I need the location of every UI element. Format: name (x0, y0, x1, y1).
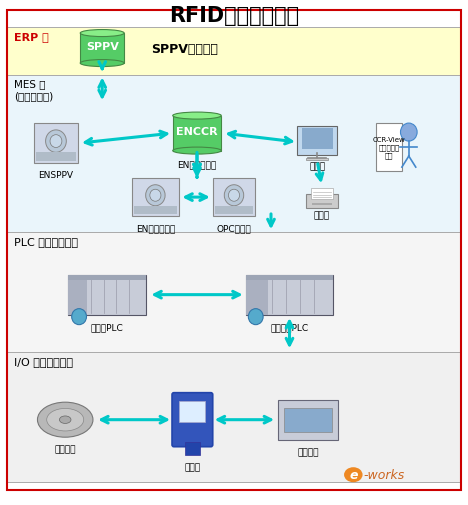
Circle shape (50, 135, 62, 148)
Bar (246, 275, 333, 315)
Ellipse shape (80, 61, 124, 68)
Circle shape (249, 309, 263, 325)
Ellipse shape (59, 416, 71, 424)
Bar (376, 124, 402, 172)
Text: CCR-View
查询、更改
报警: CCR-View 查询、更改 报警 (373, 137, 405, 159)
Ellipse shape (173, 148, 221, 155)
Bar (312, 204, 331, 205)
Ellipse shape (344, 467, 363, 482)
Bar (67, 275, 146, 315)
Bar (278, 400, 338, 440)
Bar (80, 34, 124, 64)
Bar (173, 116, 221, 152)
Text: 打印机: 打印机 (314, 211, 330, 220)
Circle shape (146, 185, 165, 207)
Bar (134, 206, 176, 215)
Circle shape (45, 131, 66, 153)
Circle shape (72, 309, 87, 325)
Text: 本地输送PLC: 本地输送PLC (271, 323, 308, 332)
Text: OPC服务器: OPC服务器 (217, 223, 251, 232)
Text: RFID系统总体结构: RFID系统总体结构 (169, 6, 299, 25)
Text: PLC 层（控制层）: PLC 层（控制层） (15, 237, 78, 246)
Text: 客户端: 客户端 (309, 162, 325, 171)
Text: EN数据服务器: EN数据服务器 (177, 160, 217, 169)
Bar (306, 159, 329, 161)
Ellipse shape (173, 113, 221, 120)
Bar (7, 233, 461, 352)
Text: MES 层
(中央管理层): MES 层 (中央管理层) (15, 79, 54, 101)
Text: 机器人PLC: 机器人PLC (90, 323, 123, 332)
Text: ENSPPV: ENSPPV (38, 171, 73, 180)
Text: ENCCR: ENCCR (176, 126, 218, 136)
Bar (67, 275, 146, 280)
Text: EN通讯服务器: EN通讯服务器 (136, 223, 175, 232)
Text: 数据标签: 数据标签 (54, 445, 76, 454)
FancyBboxPatch shape (132, 179, 178, 217)
Bar (67, 275, 87, 315)
Circle shape (228, 190, 240, 202)
FancyBboxPatch shape (297, 126, 337, 156)
Bar (284, 408, 332, 432)
Circle shape (401, 124, 417, 142)
Bar (36, 153, 76, 162)
FancyBboxPatch shape (179, 401, 205, 422)
Text: SPPV: SPPV (86, 41, 119, 52)
Text: -works: -works (364, 468, 405, 481)
Bar (7, 28, 461, 75)
Bar (185, 442, 200, 455)
FancyBboxPatch shape (34, 124, 78, 164)
Text: SPPV上位系统: SPPV上位系统 (151, 42, 218, 56)
Bar (215, 206, 253, 215)
Text: 操作终端: 操作终端 (297, 448, 319, 457)
Ellipse shape (37, 402, 93, 437)
FancyBboxPatch shape (213, 179, 255, 217)
Circle shape (150, 190, 161, 202)
Bar (306, 195, 338, 208)
Bar (246, 275, 333, 280)
Text: 读写站: 读写站 (184, 462, 200, 471)
Ellipse shape (47, 409, 84, 431)
Ellipse shape (80, 30, 124, 37)
Bar (7, 352, 461, 482)
Bar (301, 129, 333, 149)
Bar (7, 75, 461, 233)
FancyBboxPatch shape (172, 393, 213, 447)
Text: I/O 层（设备层）: I/O 层（设备层） (15, 357, 73, 367)
Circle shape (224, 185, 244, 207)
Text: e: e (349, 468, 358, 481)
Text: ERP 层: ERP 层 (15, 32, 49, 42)
Bar (311, 189, 333, 199)
Bar (246, 275, 268, 315)
